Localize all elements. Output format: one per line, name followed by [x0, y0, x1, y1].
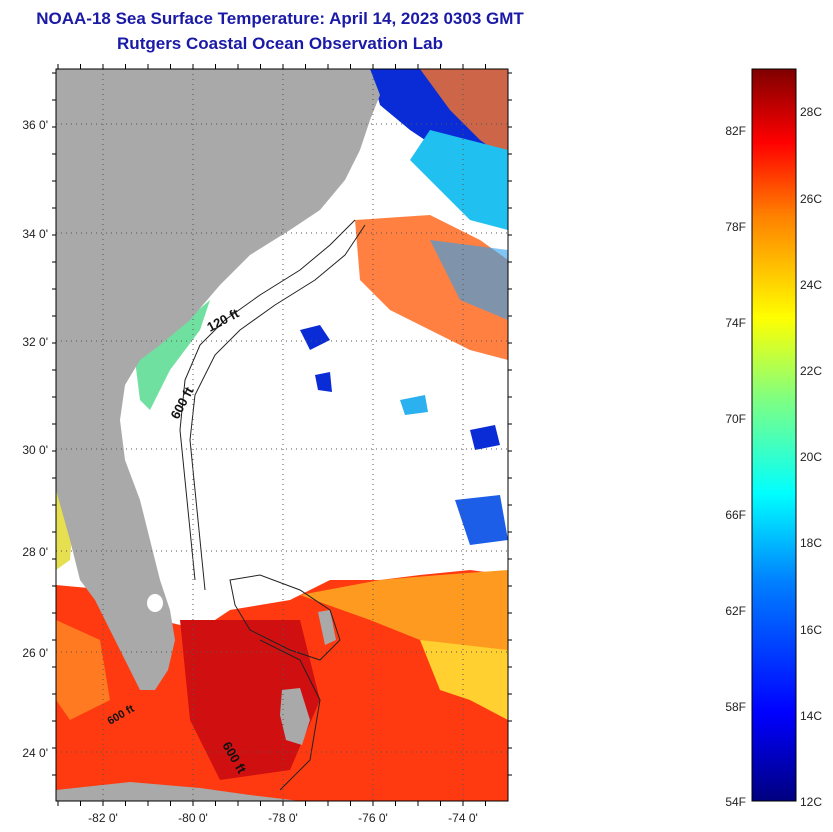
warm-gulf-stream — [300, 570, 508, 660]
land-abaco — [318, 610, 336, 645]
land-andros — [280, 688, 310, 745]
cool-streaks — [430, 240, 508, 320]
subtropical-yellow — [420, 640, 508, 720]
land-cuba — [56, 782, 300, 801]
land-southeast-us — [56, 69, 380, 690]
cb-label-66f: 66F — [725, 508, 746, 522]
contour-tongue — [259, 639, 321, 791]
graticule — [56, 69, 508, 801]
lat-label-30: 30 0' — [22, 443, 48, 457]
cold-fleck-5 — [400, 395, 428, 415]
map-subtitle: Rutgers Coastal Ocean Observation Lab — [117, 34, 443, 53]
colorbar-celsius-labels: 28C 26C 24C 22C 20C 18C 16C 14C 12C — [800, 105, 822, 809]
cb-label-74f: 74F — [725, 316, 746, 330]
colorbar — [751, 68, 797, 802]
contour-bahamas-bank — [229, 574, 341, 661]
coastal-cool-water — [135, 300, 210, 410]
map-frame — [55, 68, 509, 802]
cb-label-78f: 78F — [725, 220, 746, 234]
lat-label-32: 32 0' — [22, 335, 48, 349]
cb-label-62f: 62F — [725, 604, 746, 618]
map-title: NOAA-18 Sea Surface Temperature: April 1… — [36, 9, 524, 28]
cb-label-24c: 24C — [800, 278, 822, 292]
axis-ticks — [52, 64, 512, 806]
cb-label-14c: 14C — [800, 709, 822, 723]
colorbar-fahrenheit-labels: 82F 78F 74F 70F 66F 62F 58F 54F — [725, 124, 746, 809]
cb-label-28c: 28C — [800, 105, 822, 119]
cb-label-12c: 12C — [800, 795, 822, 809]
cold-fleck-1 — [300, 325, 330, 350]
cold-fleck-3 — [470, 425, 500, 450]
cb-label-16c: 16C — [800, 623, 822, 637]
latitude-labels: 36 0' 34 0' 32 0' 30 0' 28 0' 26 0' 24 0… — [22, 118, 48, 760]
cb-label-82f: 82F — [725, 124, 746, 138]
hot-core-straits — [180, 620, 320, 780]
cb-label-26c: 26C — [800, 192, 822, 206]
contour-600ft — [189, 224, 366, 591]
gulf-warm-west — [56, 620, 110, 720]
lake-okeechobee — [147, 594, 163, 612]
map-panel: 120 ft 600 ft 600 ft 600 ft — [56, 69, 508, 801]
cb-label-54f: 54F — [725, 795, 746, 809]
lat-label-24: 24 0' — [22, 746, 48, 760]
lon-label-76: -76 0' — [358, 811, 388, 825]
lon-label-74: -74 0' — [448, 811, 478, 825]
cb-label-22c: 22C — [800, 364, 822, 378]
cb-label-70f: 70F — [725, 412, 746, 426]
lon-label-80: -80 0' — [178, 811, 208, 825]
longitude-labels: -82 0' -80 0' -78 0' -76 0' -74 0' — [88, 811, 478, 825]
lon-label-82: -82 0' — [88, 811, 118, 825]
cb-label-20c: 20C — [800, 450, 822, 464]
lon-label-78: -78 0' — [268, 811, 298, 825]
cb-label-58f: 58F — [725, 700, 746, 714]
cold-fleck-2 — [315, 372, 332, 392]
lat-label-34: 34 0' — [22, 227, 48, 241]
warm-patch-northeast — [420, 69, 508, 160]
lat-label-36: 36 0' — [22, 118, 48, 132]
cb-label-18c: 18C — [800, 536, 822, 550]
lat-label-26: 26 0' — [22, 646, 48, 660]
cool-water-band — [410, 130, 508, 230]
cold-fleck-4 — [455, 495, 508, 545]
lat-label-28: 28 0' — [22, 545, 48, 559]
contour-120ft — [179, 219, 356, 581]
